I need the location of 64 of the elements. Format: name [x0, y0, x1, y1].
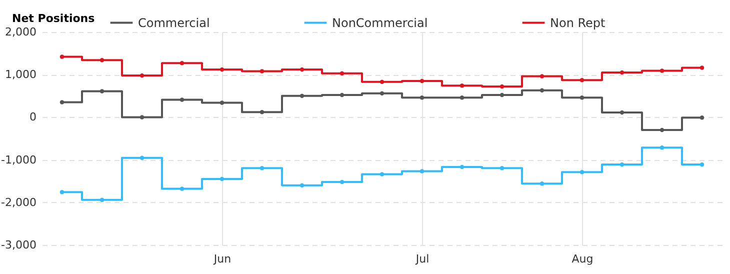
- point: [260, 166, 264, 170]
- point: [420, 78, 424, 84]
- point: [660, 68, 664, 73]
- point: [500, 84, 504, 89]
- point: [180, 98, 184, 102]
- point: [300, 183, 304, 188]
- point: [620, 110, 624, 115]
- point: [220, 67, 224, 72]
- legend-label: Non Rept: [550, 16, 606, 30]
- point: [100, 58, 104, 62]
- point: [580, 95, 584, 100]
- point: [100, 89, 104, 94]
- point: [500, 166, 504, 170]
- y-tick-label: -2,000: [1, 196, 36, 209]
- point: [180, 60, 184, 66]
- point: [460, 84, 464, 88]
- point: [60, 190, 64, 194]
- point: [380, 80, 384, 84]
- point: [300, 67, 304, 72]
- point: [620, 70, 624, 75]
- point: [340, 71, 344, 76]
- point: [140, 73, 144, 78]
- point: [380, 91, 384, 96]
- point: [260, 69, 264, 74]
- point: [300, 94, 304, 98]
- point: [220, 176, 224, 182]
- y-tick-label: 1,000: [5, 68, 36, 82]
- y-tick-label: 0: [30, 110, 36, 124]
- point: [340, 92, 344, 98]
- y-tick-label: -1,000: [1, 153, 36, 166]
- point: [420, 169, 424, 174]
- point: [540, 74, 544, 78]
- point: [700, 162, 704, 167]
- y-tick-label: 2,000: [5, 26, 36, 38]
- point: [540, 182, 544, 186]
- point: [220, 100, 224, 105]
- x-tick-label: Jul: [414, 252, 430, 266]
- point: [660, 146, 664, 150]
- point: [580, 78, 584, 82]
- x-tick-label: Jun: [212, 252, 232, 266]
- point: [700, 116, 704, 120]
- point: [260, 110, 264, 114]
- legend-label: Commercial: [138, 16, 210, 30]
- point: [420, 95, 424, 100]
- point: [60, 54, 64, 59]
- point: [460, 95, 464, 100]
- point: [340, 180, 344, 184]
- point: [100, 198, 104, 202]
- point: [140, 156, 144, 160]
- point: [540, 88, 544, 92]
- point: [660, 128, 664, 132]
- point: [140, 115, 144, 120]
- point: [60, 100, 64, 104]
- point: [180, 186, 184, 191]
- x-tick-label: Aug: [572, 252, 594, 266]
- point: [700, 66, 704, 70]
- legend-title: Net Positions: [12, 12, 96, 25]
- point: [500, 92, 504, 98]
- y-tick-label: -3,000: [1, 238, 36, 252]
- legend-label: NonCommercial: [332, 16, 428, 30]
- point: [620, 162, 624, 167]
- point: [580, 170, 584, 174]
- point: [380, 172, 384, 176]
- point: [460, 164, 464, 170]
